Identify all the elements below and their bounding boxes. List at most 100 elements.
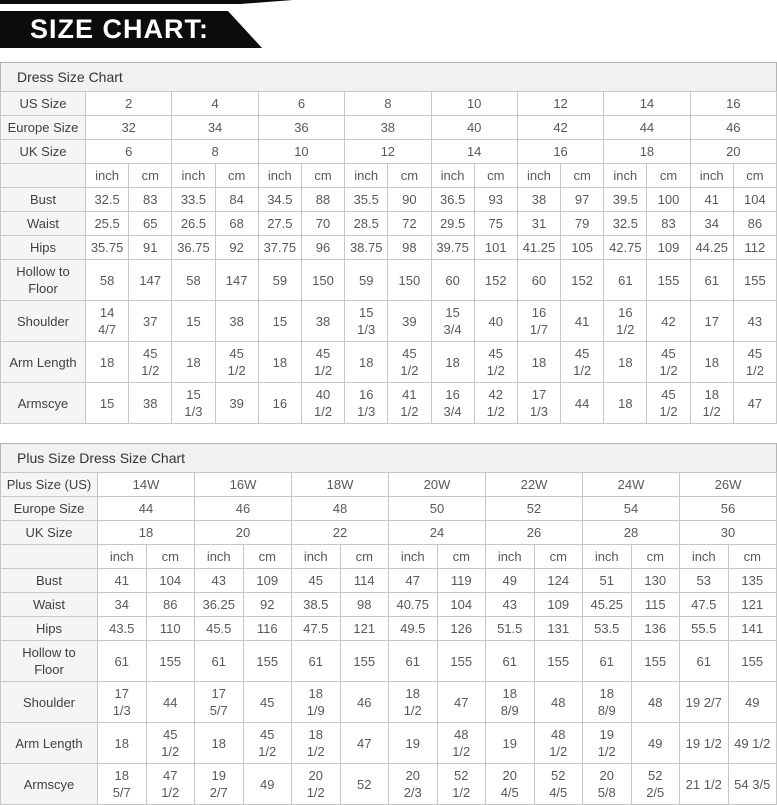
section-title: Plus Size Dress Size Chart xyxy=(0,443,777,473)
measure-value-cell: 51 xyxy=(582,568,632,593)
table-row: US Size 2 4 6 8 10 12 14 16 xyxy=(0,91,777,116)
measure-value-cell: 41 1/2 xyxy=(387,382,432,424)
size-value-cell: 24 xyxy=(388,520,486,545)
measure-value-cell: 112 xyxy=(732,235,777,260)
measure-value-cell: 45 1/2 xyxy=(145,722,195,764)
measure-value-cell: 110 xyxy=(145,616,195,641)
measure-value-cell: 52 4/5 xyxy=(533,763,583,805)
measure-value-cell: 109 xyxy=(533,592,583,617)
measure-value-cell: 58 xyxy=(171,259,216,301)
measure-value-cell: 18 1/2 xyxy=(388,681,438,723)
row-label-cell: Hips xyxy=(0,616,98,641)
table-row: Hips 43.5 110 45.5 116 47.5 121 49.5 126 51.5 131 5… xyxy=(0,616,777,641)
measure-value-cell: 18 8/9 xyxy=(485,681,535,723)
measure-value-cell: 61 xyxy=(582,640,632,682)
measure-value-cell: 45 1/2 xyxy=(242,722,292,764)
measure-value-cell: 20 4/5 xyxy=(485,763,535,805)
unit-cell: cm xyxy=(300,163,346,188)
measure-value-cell: 49 xyxy=(242,763,292,805)
size-value-cell: 54 xyxy=(582,496,680,521)
measure-value-cell: 34 xyxy=(97,592,147,617)
measure-value-cell: 19 2/7 xyxy=(679,681,729,723)
size-value-cell: 34 xyxy=(171,115,259,140)
unit-cell: inch xyxy=(344,163,389,188)
measure-value-cell: 130 xyxy=(630,568,680,593)
measure-value-cell: 49 xyxy=(630,722,680,764)
table-row: UK Size 18 20 22 24 26 28 30 xyxy=(0,520,777,545)
size-value-cell: 16 xyxy=(516,139,605,164)
measure-value-cell: 155 xyxy=(727,640,777,682)
measure-value-cell: 47 xyxy=(339,722,389,764)
measure-value-cell: 17 5/7 xyxy=(194,681,244,723)
size-value-cell: 48 xyxy=(291,496,389,521)
measure-value-cell: 45.25 xyxy=(582,592,632,617)
measure-value-cell: 15 3/4 xyxy=(430,300,475,342)
unit-cell: inch xyxy=(679,544,729,569)
measure-value-cell: 124 xyxy=(533,568,583,593)
measure-value-cell: 39 xyxy=(214,382,259,424)
measure-value-cell: 28.5 xyxy=(344,211,389,236)
measure-value-cell: 150 xyxy=(300,259,346,301)
measure-value-cell: 98 xyxy=(339,592,389,617)
measure-value-cell: 45.5 xyxy=(194,616,244,641)
measure-value-cell: 15 xyxy=(257,300,302,342)
measure-value-cell: 45 1/2 xyxy=(732,341,777,383)
measure-value-cell: 52 2/5 xyxy=(630,763,680,805)
table-row: Europe Size 44 46 48 50 52 54 56 xyxy=(0,496,777,521)
unit-cell: cm xyxy=(128,163,173,188)
measure-value-cell: 18 xyxy=(171,341,216,383)
size-value-cell: 46 xyxy=(194,496,292,521)
measure-value-cell: 38 xyxy=(300,300,346,342)
measure-value-cell: 105 xyxy=(560,235,605,260)
page-header: SIZE CHART: xyxy=(0,0,777,62)
size-value-cell: 22 xyxy=(291,520,389,545)
size-value-cell: 26 xyxy=(485,520,583,545)
size-value-cell: 30 xyxy=(679,520,777,545)
size-value-cell: 56 xyxy=(679,496,777,521)
measure-value-cell: 54 3/5 xyxy=(727,763,777,805)
measure-value-cell: 38.75 xyxy=(344,235,389,260)
measure-value-cell: 18 xyxy=(257,341,302,383)
measure-value-cell: 53 xyxy=(679,568,729,593)
measure-value-cell: 17 1/3 xyxy=(516,382,562,424)
measure-value-cell: 155 xyxy=(242,640,292,682)
measure-value-cell: 32.5 xyxy=(84,187,130,212)
table-row: inch cm inch cm inch cm inch cm inch cm inch cm inch… xyxy=(0,163,777,188)
plus-size-chart-table: Plus Size (US) 14W 16W 18W 20W 22W 24W 26W Europ… xyxy=(0,472,777,805)
measure-value-cell: 61 xyxy=(291,640,341,682)
measure-value-cell: 45 1/2 xyxy=(646,382,691,424)
measure-value-cell: 14 4/7 xyxy=(84,300,130,342)
measure-value-cell: 27.5 xyxy=(257,211,302,236)
measure-value-cell: 60 xyxy=(516,259,562,301)
measure-value-cell: 90 xyxy=(387,187,432,212)
table-row: Europe Size 32 34 36 38 40 42 44 46 xyxy=(0,115,777,140)
measure-value-cell: 52 1/2 xyxy=(436,763,486,805)
measure-value-cell: 18 xyxy=(97,722,147,764)
measure-value-cell: 92 xyxy=(214,235,259,260)
measure-value-cell: 121 xyxy=(727,592,777,617)
measure-value-cell: 36.75 xyxy=(171,235,216,260)
measure-value-cell: 18 8/9 xyxy=(582,681,632,723)
table-row: Waist 34 86 36.25 92 38.5 98 40.75 104 43 109 45.25… xyxy=(0,592,777,617)
table-row: Hollow to Floor 58 147 58 147 59 150 59 150 60 152… xyxy=(0,259,777,301)
measure-value-cell: 114 xyxy=(339,568,389,593)
measure-value-cell: 39 xyxy=(387,300,432,342)
unit-cell: inch xyxy=(194,544,244,569)
measure-value-cell: 61 xyxy=(485,640,535,682)
size-value-cell: 52 xyxy=(485,496,583,521)
measure-value-cell: 33.5 xyxy=(171,187,216,212)
measure-value-cell: 36.5 xyxy=(430,187,475,212)
measure-value-cell: 15 xyxy=(84,382,130,424)
measure-value-cell: 19 1/2 xyxy=(679,722,729,764)
measure-value-cell: 15 1/3 xyxy=(171,382,216,424)
unit-cell: inch xyxy=(388,544,438,569)
measure-value-cell: 18 xyxy=(430,341,475,383)
measure-value-cell: 38 xyxy=(516,187,562,212)
measure-value-cell: 38.5 xyxy=(291,592,341,617)
measure-value-cell: 155 xyxy=(533,640,583,682)
measure-value-cell: 15 1/3 xyxy=(344,300,389,342)
unit-cell: cm xyxy=(727,544,777,569)
row-label-cell: Shoulder xyxy=(0,300,86,342)
measure-value-cell: 34 xyxy=(689,211,734,236)
measure-value-cell: 72 xyxy=(387,211,432,236)
